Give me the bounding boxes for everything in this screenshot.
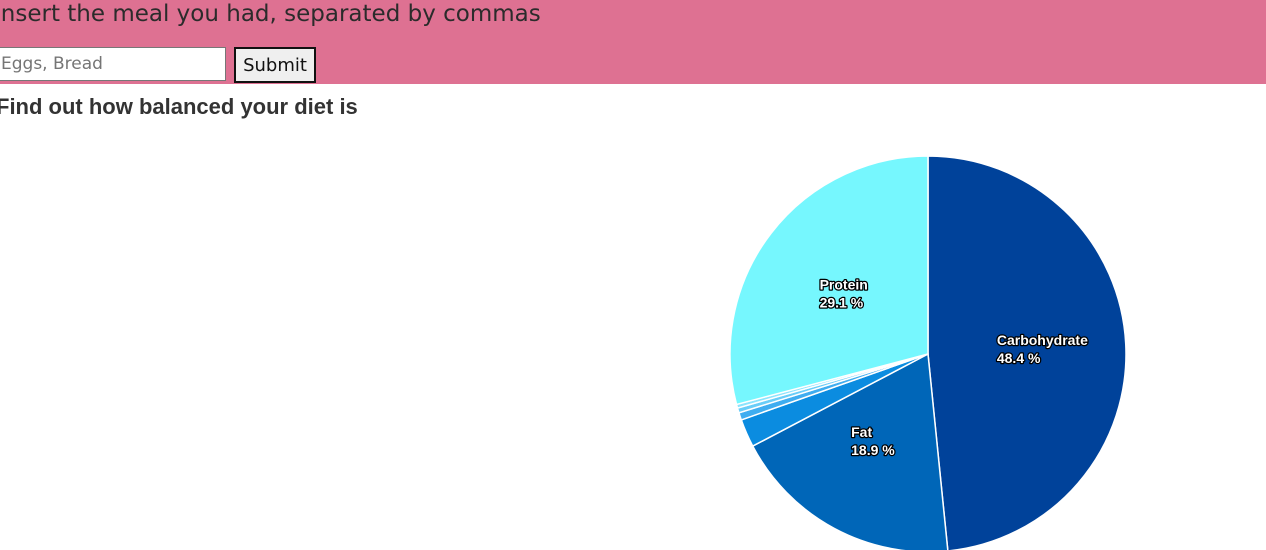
macronutrient-pie-chart: Carbohydrate 48.4 % Fat 18.9 % Protein 29.1 % [729, 155, 1127, 550]
pie-slice-fat[interactable] [751, 352, 949, 550]
meal-prompt: Insert the meal you had, separated by co… [0, 1, 541, 27]
meal-form-header: Insert the meal you had, separated by co… [0, 0, 1266, 84]
page-subtitle: Find out how balanced your diet is [0, 94, 358, 119]
meal-input[interactable] [0, 47, 226, 81]
submit-button[interactable]: Submit [234, 47, 316, 83]
slice-label-fat: Fat 18.9 % [851, 424, 895, 458]
slice-label-carbohydrate: Carbohydrate 48.4 % [997, 332, 1088, 366]
pie-slice-carbohydrate[interactable] [927, 155, 1127, 550]
slice-label-protein: Protein 29.1 % [820, 277, 868, 311]
pie-slice-protein[interactable] [729, 155, 929, 406]
